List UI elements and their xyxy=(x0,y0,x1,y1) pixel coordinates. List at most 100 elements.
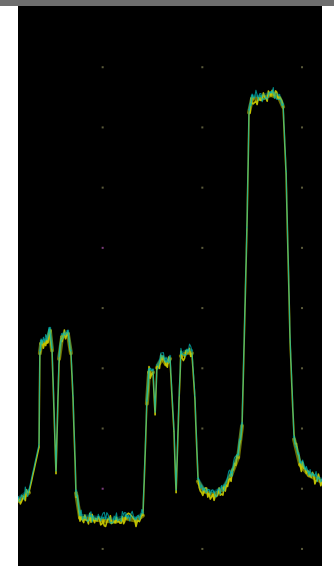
trace-noise-band xyxy=(18,488,31,500)
grid-dot xyxy=(101,246,104,249)
trace-point xyxy=(230,471,232,474)
trace-point xyxy=(79,514,81,516)
trace-point xyxy=(49,327,51,329)
trace-point xyxy=(61,333,63,335)
trace-point xyxy=(161,355,163,357)
trace-noise-band xyxy=(78,513,93,518)
trace-point xyxy=(102,520,104,522)
trace-point xyxy=(246,226,248,228)
trace-point xyxy=(39,349,41,351)
trace-point xyxy=(241,422,243,424)
trace-point xyxy=(135,517,137,519)
trace-noise-band xyxy=(66,329,73,352)
trace-point xyxy=(203,490,205,493)
grid-dot xyxy=(201,126,204,129)
trace-point xyxy=(321,478,322,480)
trace-noise-band xyxy=(179,348,189,355)
trace-point xyxy=(72,394,74,396)
trace-point xyxy=(102,517,104,519)
trace-noise-band xyxy=(298,462,311,478)
trace-point xyxy=(51,347,53,349)
trace-point xyxy=(18,500,19,502)
trace-point xyxy=(58,355,60,357)
trace-noise-band xyxy=(247,94,254,111)
trace-point xyxy=(154,414,156,416)
trace-point xyxy=(154,411,156,413)
trace-point xyxy=(175,492,177,494)
trace-noise-band xyxy=(212,484,226,494)
grid-dot xyxy=(301,487,304,490)
grid-dot xyxy=(101,367,104,370)
trace-point xyxy=(260,95,262,97)
grid-dot xyxy=(101,547,104,550)
trace-noise-band xyxy=(45,326,52,341)
trace-noise-band xyxy=(48,326,54,349)
trace-point xyxy=(173,428,175,430)
trace-noise-band xyxy=(236,421,244,456)
trace-point xyxy=(248,109,250,111)
trace-point xyxy=(186,349,188,351)
trace-point xyxy=(180,352,182,354)
trace-noise-band xyxy=(277,93,285,106)
grid-dot xyxy=(101,126,104,129)
trace-point xyxy=(203,488,205,490)
trace-point xyxy=(270,91,272,93)
trace-point xyxy=(299,461,301,463)
trace-noise-band xyxy=(202,487,216,494)
trace-point xyxy=(237,456,239,458)
trace-noise-band xyxy=(89,514,105,520)
trace-point xyxy=(142,515,144,517)
trace-noise-band xyxy=(160,354,168,363)
grid-dot xyxy=(301,547,304,550)
trace-point xyxy=(142,512,144,514)
grid-dot xyxy=(301,246,304,249)
trace-point xyxy=(46,341,48,343)
trace-point xyxy=(191,349,193,351)
trace-noise-band xyxy=(101,516,117,521)
trace-point xyxy=(178,394,180,396)
trace-point xyxy=(146,400,148,402)
trace-point xyxy=(46,338,48,340)
series-layer xyxy=(18,87,322,528)
trace-noise-band xyxy=(164,354,172,363)
trace-point xyxy=(278,97,280,99)
trace-cyan xyxy=(18,87,322,525)
trace-point xyxy=(213,491,215,493)
trace-point xyxy=(38,443,40,446)
trace-noise-band xyxy=(196,477,206,490)
trace-point xyxy=(61,336,63,338)
trace-noise-band xyxy=(57,332,64,358)
trace-point xyxy=(28,489,30,491)
grid-dot xyxy=(201,547,204,550)
trace-point xyxy=(197,480,199,483)
trace-point xyxy=(148,368,150,371)
oscilloscope-screen xyxy=(18,6,322,566)
grid-dot xyxy=(101,487,104,490)
trace-noise-band xyxy=(145,368,151,403)
trace-noise-band xyxy=(269,90,281,97)
trace-point xyxy=(282,103,284,105)
trace-point xyxy=(40,340,42,342)
trace-point xyxy=(293,436,295,438)
trace-point xyxy=(75,489,77,491)
trace-point xyxy=(18,497,19,499)
top-bar xyxy=(0,0,334,6)
grid-dot xyxy=(101,186,104,189)
trace-noise-band xyxy=(114,514,128,521)
grid-dot xyxy=(201,427,204,430)
trace-noise-band xyxy=(60,329,70,336)
grid-dot xyxy=(201,246,204,249)
trace-point xyxy=(169,355,171,357)
trace-point xyxy=(278,94,280,96)
grid-dot xyxy=(201,66,204,69)
trace-noise-band xyxy=(250,94,263,98)
trace-point xyxy=(90,515,92,517)
trace-noise-band xyxy=(298,460,311,474)
trace-point xyxy=(237,453,239,456)
trace-noise-band xyxy=(307,471,322,481)
trace-noise-band xyxy=(155,354,164,367)
trace-point xyxy=(223,484,225,486)
grid-dot xyxy=(301,427,304,430)
trace-point xyxy=(156,364,158,366)
